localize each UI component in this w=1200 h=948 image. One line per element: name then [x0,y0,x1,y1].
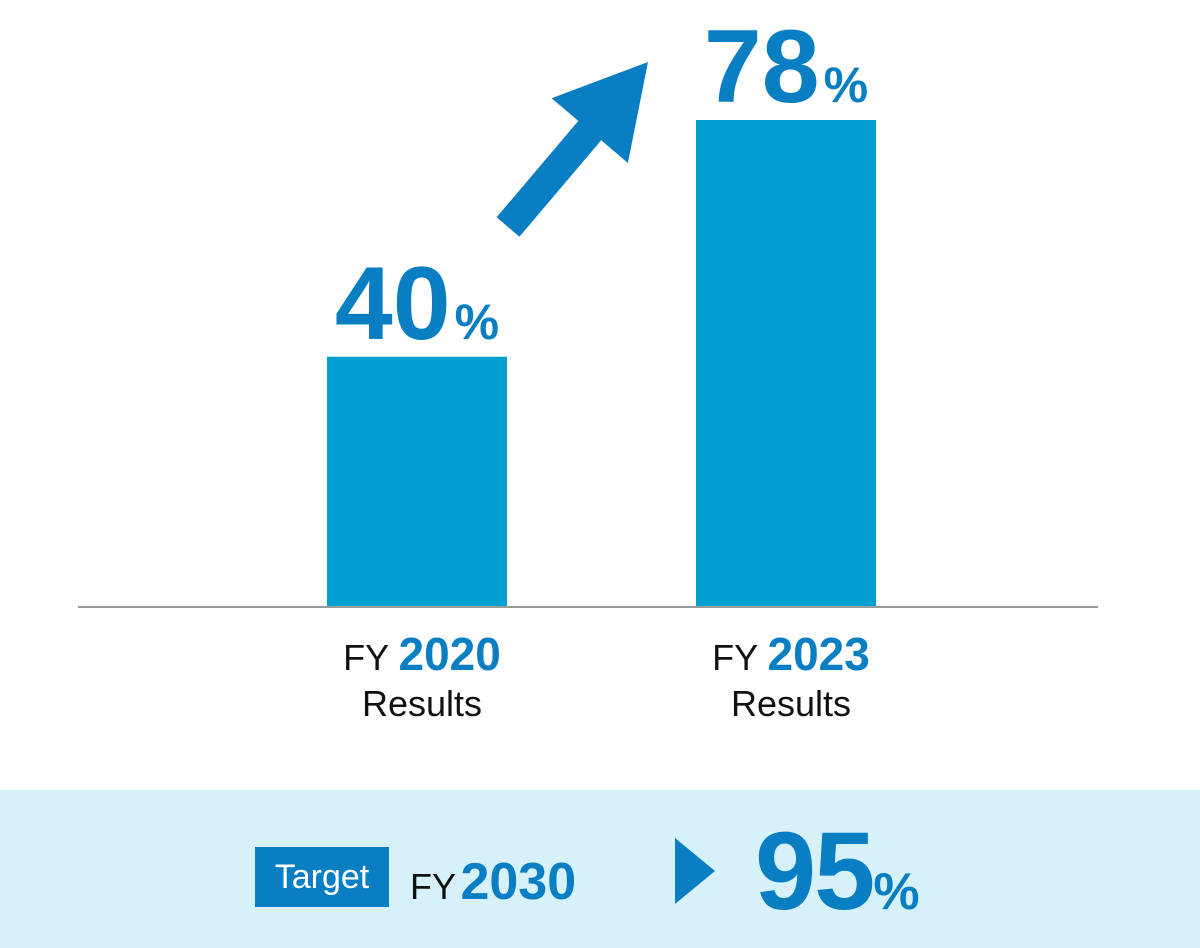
target-fy-prefix: FY [410,866,457,907]
category-sub-label: Results [730,682,852,724]
target-value-unit: % [873,863,920,921]
target-value: 95% [755,808,920,935]
bar [696,120,876,606]
bar-value-label: 78% [704,9,868,125]
bar-value-number: 78 [704,9,820,125]
target-band: Target FY 2030 95% [0,790,1200,948]
bar-value-unit: % [824,57,868,113]
category-fy-year: 2020 [398,628,501,680]
target-value-number: 95 [755,810,875,933]
bar-value-label: 40% [335,246,499,362]
bar-value-number: 40 [335,246,451,362]
bar [327,356,507,606]
target-badge: Target [255,847,389,907]
target-fiscal-year: FY 2030 [410,852,576,912]
category-fy-prefix: FY [712,637,768,678]
bar-chart: 40%78% [78,9,1098,608]
play-arrow-icon [675,838,715,904]
category-label: FY 2020 Results [292,628,552,724]
increase-arrow-icon [496,62,648,237]
category-fy-year: 2023 [767,628,870,680]
category-sub-label: Results [361,682,483,724]
category-label: FY 2023 Results [661,628,921,724]
target-fy-year: 2030 [460,853,577,911]
category-fy-prefix: FY [343,637,399,678]
category-fy-line: FY 2020 [292,628,552,681]
bar-value-unit: % [455,294,499,350]
category-fy-line: FY 2023 [661,628,921,681]
